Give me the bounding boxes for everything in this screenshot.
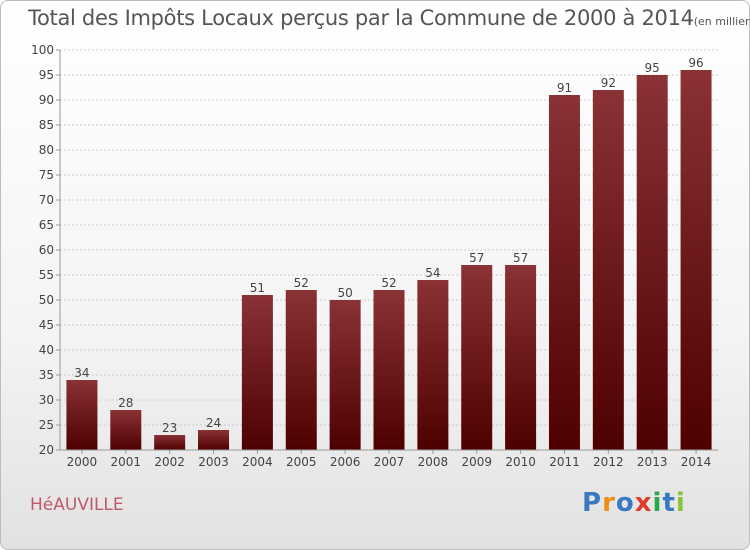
x-tick-label: 2003: [198, 455, 229, 469]
data-label: 92: [601, 76, 616, 90]
y-tick-label: 35: [39, 368, 54, 382]
x-tick-label: 2000: [67, 455, 98, 469]
bar-2007: [373, 290, 405, 450]
logo-letter: t: [662, 488, 676, 518]
commune-name: HéAUVILLE: [30, 495, 124, 515]
logo-letter: P: [582, 488, 603, 518]
data-label: 51: [250, 281, 265, 295]
y-tick-label: 30: [39, 393, 54, 407]
bar-2006: [329, 300, 361, 450]
data-label: 50: [337, 286, 352, 300]
bar-2000: [66, 380, 98, 450]
y-tick-label: 45: [39, 318, 54, 332]
y-tick-label: 90: [39, 93, 54, 107]
proxiti-logo: Proxiti: [582, 488, 686, 518]
bar-2011: [548, 95, 580, 450]
data-label: 91: [557, 81, 572, 95]
data-label: 52: [294, 276, 309, 290]
data-label: 96: [688, 56, 703, 70]
x-tick-label: 2002: [154, 455, 185, 469]
logo-letter: i: [675, 488, 686, 518]
y-tick-label: 65: [39, 218, 54, 232]
y-tick-label: 100: [31, 43, 54, 57]
data-label: 34: [74, 366, 89, 380]
logo-letter: r: [602, 488, 616, 518]
logo-letter: x: [634, 488, 653, 518]
y-tick-label: 85: [39, 118, 54, 132]
x-tick-label: 2009: [461, 455, 492, 469]
logo-letter: o: [615, 488, 635, 518]
bar-2003: [198, 430, 230, 450]
data-label: 57: [513, 251, 528, 265]
chart-title: Total des Impôts Locaux perçus par la Co…: [28, 6, 750, 30]
x-tick-label: 2013: [637, 455, 668, 469]
x-tick-label: 2005: [286, 455, 317, 469]
y-tick-label: 75: [39, 168, 54, 182]
x-tick-label: 2012: [593, 455, 624, 469]
y-tick-label: 70: [39, 193, 54, 207]
data-label: 95: [645, 61, 660, 75]
bar-2008: [417, 280, 449, 450]
data-label: 57: [469, 251, 484, 265]
axes: 20 25 30 35 40 45 50 55 60 65 70 75 80 85 90 95 100 2000 2…: [31, 43, 718, 469]
bar-2009: [461, 265, 493, 450]
data-label: 52: [381, 276, 396, 290]
y-tick-label: 25: [39, 418, 54, 432]
bar-2005: [285, 290, 317, 450]
bar-2010: [505, 265, 537, 450]
bars: 34 28 23 24 51 52 50 52 54 57 57 91 92 95 96: [66, 56, 712, 450]
x-tick-label: 2014: [681, 455, 712, 469]
title-unit: (en milliers d'€): [693, 15, 750, 28]
bar-2002: [154, 435, 186, 450]
y-tick-label: 50: [39, 293, 54, 307]
x-tick-label: 2006: [330, 455, 361, 469]
x-tick-label: 2011: [549, 455, 580, 469]
y-tick-label: 40: [39, 343, 54, 357]
y-tick-label: 95: [39, 68, 54, 82]
bar-2001: [110, 410, 142, 450]
x-tick-label: 2008: [418, 455, 449, 469]
title-text: Total des Impôts Locaux perçus par la Co…: [28, 6, 694, 30]
data-label: 28: [118, 396, 133, 410]
data-label: 54: [425, 266, 440, 280]
y-tick-label: 55: [39, 268, 54, 282]
x-tick-label: 2010: [505, 455, 536, 469]
y-tick-label: 20: [39, 443, 54, 457]
y-tick-label: 80: [39, 143, 54, 157]
x-tick-label: 2001: [111, 455, 142, 469]
bar-2014: [680, 70, 712, 450]
bar-2013: [636, 75, 668, 450]
x-tick-label: 2004: [242, 455, 273, 469]
bar-2012: [592, 90, 624, 450]
logo-letter: i: [652, 488, 663, 518]
data-label: 24: [206, 416, 221, 430]
x-tick-label: 2007: [374, 455, 405, 469]
bar-2004: [241, 295, 273, 450]
y-tick-label: 60: [39, 243, 54, 257]
data-label: 23: [162, 421, 177, 435]
